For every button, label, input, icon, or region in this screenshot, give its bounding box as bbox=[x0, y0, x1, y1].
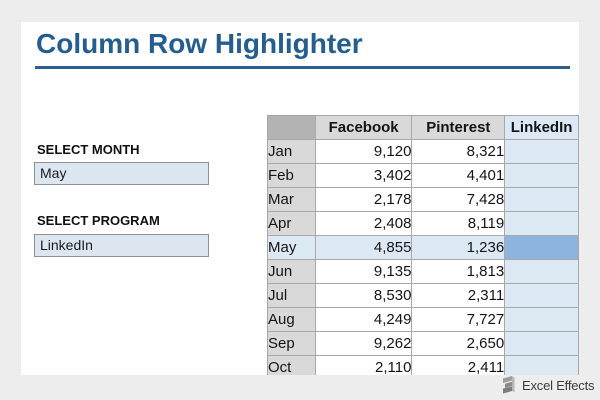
data-cell[interactable]: 1,813 bbox=[411, 259, 506, 284]
excel-effects-logo-text: Excel Effects bbox=[522, 377, 595, 393]
data-cell[interactable] bbox=[504, 139, 579, 164]
data-cell[interactable]: 4,855 bbox=[314, 235, 413, 260]
data-cell[interactable] bbox=[504, 163, 579, 188]
title-underline bbox=[35, 66, 570, 69]
data-cell[interactable]: 8,530 bbox=[314, 283, 413, 308]
data-cell[interactable] bbox=[504, 307, 579, 332]
data-cell[interactable]: 2,178 bbox=[314, 187, 413, 212]
row-label-cell[interactable]: Feb bbox=[267, 163, 316, 188]
data-cell[interactable]: 9,120 bbox=[314, 139, 413, 164]
row-label-cell[interactable]: Aug bbox=[267, 307, 316, 332]
data-cell[interactable]: 4,249 bbox=[314, 307, 413, 332]
worksheet-panel: Column Row Highlighter SELECT MONTH May … bbox=[21, 22, 579, 375]
select-month-label: SELECT MONTH bbox=[37, 142, 140, 157]
table-header-row: Facebook Pinterest LinkedIn bbox=[267, 115, 579, 140]
table-corner-cell[interactable] bbox=[267, 115, 316, 140]
row-label-cell[interactable]: Oct bbox=[267, 355, 316, 375]
column-header-pinterest[interactable]: Pinterest bbox=[411, 115, 506, 140]
month-select[interactable]: May bbox=[34, 162, 209, 185]
program-select[interactable]: LinkedIn bbox=[34, 234, 209, 257]
data-cell[interactable]: 7,428 bbox=[411, 187, 506, 212]
table-row-sep: Sep 9,262 2,650 bbox=[267, 331, 579, 356]
month-select-value: May bbox=[40, 165, 67, 181]
data-cell[interactable]: 2,411 bbox=[411, 355, 506, 375]
table-row-apr: Apr 2,408 8,119 bbox=[267, 211, 579, 236]
column-header-facebook[interactable]: Facebook bbox=[314, 115, 413, 140]
data-cell[interactable] bbox=[504, 235, 579, 260]
row-label-cell[interactable]: Jun bbox=[267, 259, 316, 284]
row-label-cell[interactable]: Sep bbox=[267, 331, 316, 356]
program-select-value: LinkedIn bbox=[40, 237, 93, 253]
data-cell[interactable]: 9,262 bbox=[314, 331, 413, 356]
row-label-cell[interactable]: Jan bbox=[267, 139, 316, 164]
data-cell[interactable]: 4,401 bbox=[411, 163, 506, 188]
table-row-may: May 4,855 1,236 bbox=[267, 235, 579, 260]
data-cell[interactable] bbox=[504, 259, 579, 284]
table-row-jun: Jun 9,135 1,813 bbox=[267, 259, 579, 284]
data-cell[interactable]: 9,135 bbox=[314, 259, 413, 284]
page-title: Column Row Highlighter bbox=[36, 28, 363, 59]
data-cell[interactable] bbox=[504, 283, 579, 308]
row-label-cell[interactable]: Apr bbox=[267, 211, 316, 236]
data-cell[interactable]: 2,408 bbox=[314, 211, 413, 236]
table-row-mar: Mar 2,178 7,428 bbox=[267, 187, 579, 212]
data-cell[interactable]: 8,321 bbox=[411, 139, 506, 164]
row-label-cell[interactable]: May bbox=[267, 235, 316, 260]
column-header-linkedin[interactable]: LinkedIn bbox=[504, 115, 579, 140]
table-row-aug: Aug 4,249 7,727 bbox=[267, 307, 579, 332]
data-cell[interactable]: 1,236 bbox=[411, 235, 506, 260]
data-cell[interactable]: 2,311 bbox=[411, 283, 506, 308]
select-program-label: SELECT PROGRAM bbox=[37, 213, 160, 228]
row-label-cell[interactable]: Mar bbox=[267, 187, 316, 212]
table-row-jul: Jul 8,530 2,311 bbox=[267, 283, 579, 308]
data-cell[interactable] bbox=[504, 211, 579, 236]
table-row-feb: Feb 3,402 4,401 bbox=[267, 163, 579, 188]
data-cell[interactable]: 8,119 bbox=[411, 211, 506, 236]
row-label-cell[interactable]: Jul bbox=[267, 283, 316, 308]
data-cell[interactable]: 3,402 bbox=[314, 163, 413, 188]
data-cell[interactable] bbox=[504, 355, 579, 375]
table-row-oct: Oct 2,110 2,411 bbox=[267, 355, 579, 375]
data-cell[interactable]: 2,110 bbox=[314, 355, 413, 375]
data-cell[interactable]: 7,727 bbox=[411, 307, 506, 332]
excel-effects-logo-icon bbox=[503, 375, 515, 393]
metrics-table: Facebook Pinterest LinkedIn Jan 9,120 8,321 Fe… bbox=[267, 115, 579, 375]
data-cell[interactable] bbox=[504, 331, 579, 356]
data-cell[interactable] bbox=[504, 187, 579, 212]
table-row-jan: Jan 9,120 8,321 bbox=[267, 139, 579, 164]
data-cell[interactable]: 2,650 bbox=[411, 331, 506, 356]
excel-effects-logo: Excel Effects bbox=[501, 374, 595, 396]
